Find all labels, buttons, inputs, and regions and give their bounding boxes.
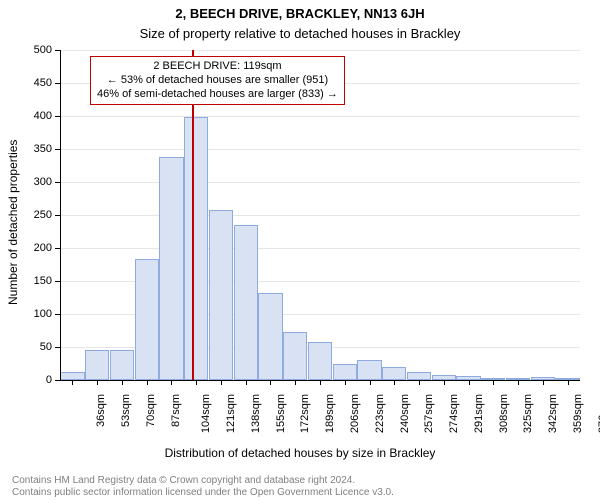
x-tick-label: 291sqm <box>473 394 485 433</box>
histogram-bar <box>382 367 406 380</box>
histogram-bar <box>159 157 183 380</box>
footer-line-2: Contains public sector information licen… <box>12 487 394 499</box>
y-tick-label: 450 <box>34 77 52 89</box>
x-tick-label: 308sqm <box>498 394 510 433</box>
histogram-bar <box>85 350 109 380</box>
plot-area: 05010015020025030035040045050036sqm53sqm… <box>60 50 580 380</box>
histogram-bar <box>407 372 431 380</box>
x-tick-label: 155sqm <box>275 394 287 433</box>
x-tick-label: 70sqm <box>145 394 157 427</box>
footer-line-1: Contains HM Land Registry data © Crown c… <box>12 475 394 487</box>
annotation-line-3: 46% of semi-detached houses are larger (… <box>97 88 338 102</box>
x-tick-label: 240sqm <box>399 394 411 433</box>
histogram-bar <box>258 293 282 380</box>
histogram-bar <box>234 225 258 380</box>
x-tick-label: 325sqm <box>522 394 534 433</box>
chart-subtitle: Size of property relative to detached ho… <box>0 26 600 41</box>
x-tick-label: 53sqm <box>120 394 132 427</box>
y-axis-label: Number of detached properties <box>6 140 20 305</box>
histogram-bar <box>60 372 84 380</box>
x-tick-label: 342sqm <box>547 394 559 433</box>
y-tick-label: 0 <box>46 374 52 386</box>
histogram-bar <box>283 332 307 380</box>
histogram-bar <box>308 342 332 380</box>
chart-title: 2, BEECH DRIVE, BRACKLEY, NN13 6JH <box>0 6 600 21</box>
x-tick-label: 121sqm <box>225 394 237 433</box>
x-tick-label: 359sqm <box>572 394 584 433</box>
grid-line <box>60 149 580 150</box>
y-tick-label: 100 <box>34 308 52 320</box>
y-tick-label: 400 <box>34 110 52 122</box>
x-tick-label: 138sqm <box>250 394 262 433</box>
y-tick-label: 250 <box>34 209 52 221</box>
x-tick-label: 257sqm <box>423 394 435 433</box>
x-tick-label: 172sqm <box>300 394 312 433</box>
footer-attribution: Contains HM Land Registry data © Crown c… <box>12 475 394 498</box>
annotation-line-1: 2 BEECH DRIVE: 119sqm <box>97 60 338 74</box>
y-tick-label: 300 <box>34 176 52 188</box>
y-tick-label: 50 <box>40 341 52 353</box>
x-axis-caption: Distribution of detached houses by size … <box>0 446 600 460</box>
x-tick-label: 87sqm <box>170 394 182 427</box>
grid-line <box>60 116 580 117</box>
x-tick-label: 36sqm <box>95 394 107 427</box>
x-tick-label: 206sqm <box>349 394 361 433</box>
x-tick-label: 104sqm <box>201 394 213 433</box>
histogram-bar <box>184 117 208 380</box>
histogram-bar <box>357 360 381 380</box>
x-tick-label: 189sqm <box>324 394 336 433</box>
histogram-bar <box>110 350 134 380</box>
y-axis <box>60 50 61 380</box>
y-tick-label: 500 <box>34 44 52 56</box>
x-tick-label: 223sqm <box>374 394 386 433</box>
y-tick-label: 350 <box>34 143 52 155</box>
histogram-bar <box>135 259 159 380</box>
grid-line <box>60 50 580 51</box>
grid-line <box>60 182 580 183</box>
x-tick-label: 274sqm <box>448 394 460 433</box>
histogram-bar <box>333 364 357 381</box>
y-tick-label: 200 <box>34 242 52 254</box>
y-tick-label: 150 <box>34 275 52 287</box>
annotation-box: 2 BEECH DRIVE: 119sqm← 53% of detached h… <box>90 56 345 105</box>
histogram-bar <box>209 210 233 380</box>
annotation-line-2: ← 53% of detached houses are smaller (95… <box>97 74 338 88</box>
grid-line <box>60 215 580 216</box>
x-axis <box>60 380 580 381</box>
chart-container: { "title": "2, BEECH DRIVE, BRACKLEY, NN… <box>0 0 600 500</box>
grid-line <box>60 248 580 249</box>
